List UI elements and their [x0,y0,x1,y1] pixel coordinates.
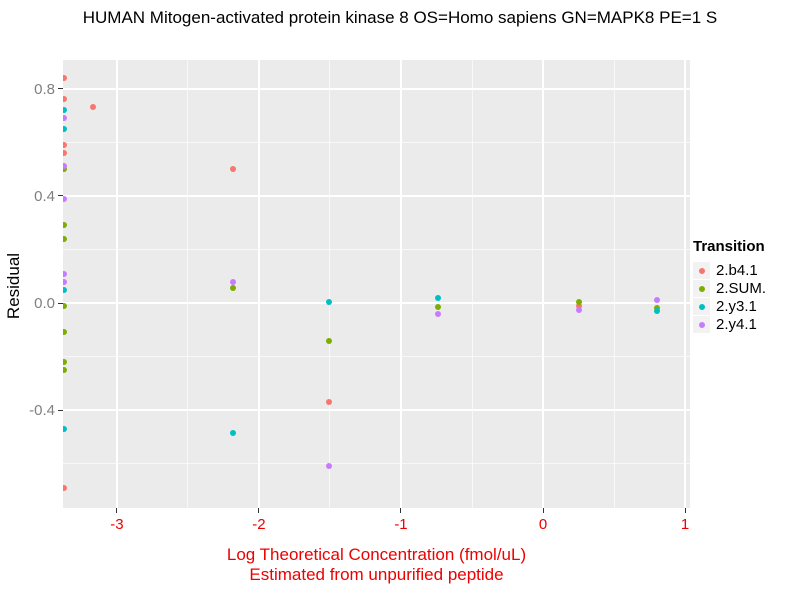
data-point-2.b4.1 [63,96,67,103]
legend-key-swatch [693,280,710,297]
data-point-2.y4.1 [63,278,67,285]
x-minor-gridline [329,60,331,508]
y-tick-mark [58,302,63,304]
y-major-gridline [63,302,690,305]
data-point-2.SUM. [63,329,67,336]
y-major-gridline [63,409,690,412]
data-point-2.b4.1 [575,302,582,309]
data-point-2.b4.1 [63,74,67,81]
legend-row-2.SUM.: 2.SUM. [693,280,766,297]
chart-title: HUMAN Mitogen-activated protein kinase 8… [82,8,718,27]
data-point-2.y4.1 [63,163,67,170]
y-major-gridline [63,87,690,90]
data-point-2.y3.1 [653,308,660,315]
x-tick-label: -1 [394,516,408,533]
data-point-2.SUM. [230,285,237,292]
legend-title: Transition [693,238,765,255]
data-point-2.b4.1 [325,399,332,406]
x-axis-title-line1: Log Theoretical Concentration (fmol/uL) [226,545,527,564]
legend-dot-icon [698,321,705,328]
data-point-2.SUM. [63,166,67,173]
data-point-2.b4.1 [63,149,67,156]
x-minor-gridline [187,60,189,508]
y-tick-label: 0.4 [34,187,55,205]
legend-dot-icon [698,267,705,274]
y-tick-label: 0.8 [34,80,55,98]
data-point-2.SUM. [63,222,67,229]
legend-dot-icon [698,303,705,310]
legend-row-2.y3.1: 2.y3.1 [693,298,766,315]
y-minor-gridline [63,248,690,250]
legend: Transition 2.b4.1 2.SUM. 2.y3.1 2.y4.1 [693,238,766,334]
x-tick-label: -2 [252,516,266,533]
x-tick-mark [400,508,402,513]
x-axis-title-line2: Estimated from unpurified peptide [249,565,504,584]
x-minor-gridline [471,60,473,508]
data-point-2.y3.1 [63,286,67,293]
data-point-2.y3.1 [325,298,332,305]
data-point-2.b4.1 [63,141,67,148]
x-major-gridline [257,60,260,508]
data-point-2.b4.1 [230,166,237,173]
legend-key-swatch [693,298,710,315]
legend-row-2.b4.1: 2.b4.1 [693,262,766,279]
x-major-gridline [684,60,687,508]
legend-label: 2.b4.1 [716,262,758,279]
y-axis-title: Residual [4,252,23,320]
data-point-2.y4.1 [63,115,67,122]
plot-panel [63,60,690,508]
data-point-2.y4.1 [230,278,237,285]
data-point-2.y4.1 [653,297,660,304]
data-point-2.y4.1 [325,463,332,470]
y-minor-gridline [63,463,690,465]
legend-rows: 2.b4.1 2.SUM. 2.y3.1 2.y4.1 [693,262,766,333]
legend-row-2.y4.1: 2.y4.1 [693,316,766,333]
legend-label: 2.SUM. [716,280,767,297]
x-major-gridline [115,60,118,508]
x-tick-label: -3 [110,516,124,533]
y-tick-mark [58,195,63,197]
y-minor-gridline [63,356,690,358]
data-point-2.y3.1 [63,125,67,132]
data-point-2.b4.1 [89,104,96,111]
data-point-2.y4.1 [434,310,441,317]
data-point-2.SUM. [325,337,332,344]
x-major-gridline [399,60,402,508]
x-tick-mark [542,508,544,513]
data-point-2.SUM. [63,367,67,373]
legend-dot-icon [698,285,705,292]
legend-key-swatch [693,316,710,333]
y-tick-label: 0.0 [34,295,55,313]
data-point-2.y3.1 [63,107,67,114]
x-major-gridline [542,60,544,508]
data-point-2.y4.1 [63,195,67,202]
legend-key-swatch [693,262,710,279]
legend-label: 2.y4.1 [716,316,757,333]
data-point-2.y3.1 [434,294,441,301]
y-tick-mark [58,88,63,90]
data-point-2.y3.1 [63,425,67,432]
y-major-gridline [63,194,690,197]
data-point-2.y4.1 [63,270,67,277]
data-point-2.SUM. [63,358,67,365]
x-tick-mark [684,508,686,513]
data-point-2.SUM. [63,302,67,309]
y-tick-mark [58,409,63,411]
data-point-2.SUM. [434,304,441,311]
y-minor-gridline [63,141,690,143]
legend-label: 2.y3.1 [716,298,757,315]
data-point-2.y3.1 [230,429,237,436]
data-point-2.SUM. [575,298,582,305]
data-point-2.SUM. [63,235,67,242]
data-point-2.y4.1 [575,306,582,313]
x-minor-gridline [613,60,615,508]
x-tick-mark [116,508,118,513]
y-tick-label: -0.4 [29,402,55,420]
x-tick-label: 1 [680,516,690,533]
data-point-2.b4.1 [63,484,67,491]
x-tick-label: 0 [538,516,548,533]
x-tick-mark [258,508,260,513]
